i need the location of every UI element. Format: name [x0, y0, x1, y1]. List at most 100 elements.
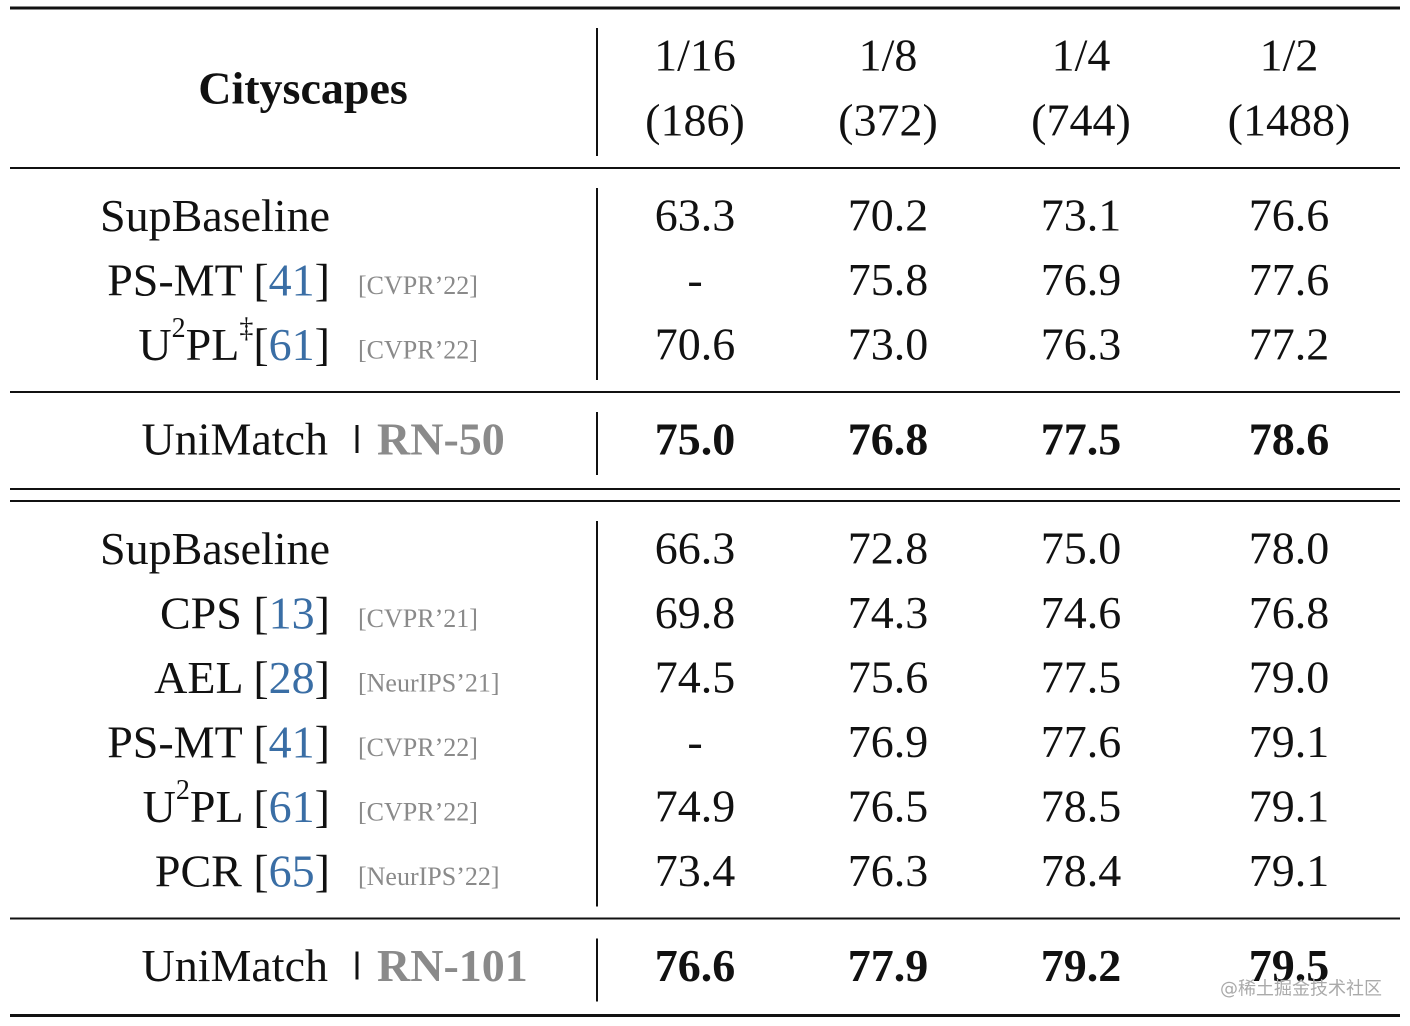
citation-bracket: [ [253, 254, 268, 305]
result-value: 76.6 [655, 940, 736, 991]
citation-bracket: ] [315, 587, 330, 638]
result-value: 77.5 [1041, 414, 1122, 465]
result-value: 75.0 [655, 414, 736, 465]
cell-value: 79.0 [1249, 652, 1330, 703]
result-value: 79.2 [1041, 940, 1122, 991]
name-part: PCR [155, 845, 253, 896]
watermark: @稀土掘金技术社区 [1220, 979, 1382, 1000]
cell-value: 78.0 [1249, 523, 1330, 574]
name-sup: 2 [172, 313, 186, 344]
cell-value: 76.5 [848, 781, 929, 832]
name-part: SupBaseline [100, 523, 330, 574]
cell-value: 75.0 [1041, 523, 1122, 574]
citation-number: 28 [269, 652, 315, 703]
backbone: RN-50 [377, 414, 505, 465]
column-fraction: 1/4 [1052, 30, 1111, 81]
method-name: SupBaseline [100, 523, 330, 574]
cell-value: 63.3 [655, 190, 736, 241]
column-fraction: 1/2 [1260, 30, 1319, 81]
venue: [CVPR’22] [358, 271, 478, 300]
citation-bracket: [ [253, 319, 268, 370]
name-sup: 2 [176, 775, 190, 806]
cell-value: 77.6 [1041, 716, 1122, 767]
result-name: UniMatch [141, 414, 328, 465]
name-part: PL [190, 781, 253, 832]
citation-bracket: ] [315, 716, 330, 767]
venue: [NeurIPS’21] [358, 669, 500, 698]
method-name: SupBaseline [100, 190, 330, 241]
name-part: U [138, 319, 171, 370]
method-name: U2​PL [61] [143, 775, 330, 832]
result-value: 78.6 [1249, 414, 1330, 465]
citation-bracket: [ [253, 587, 268, 638]
cell-value: 77.2 [1249, 319, 1330, 370]
method-name: PS-MT [41] [107, 716, 330, 767]
cell-value: 74.6 [1041, 587, 1122, 638]
cell-value: 70.2 [848, 190, 929, 241]
venue: [NeurIPS’22] [358, 862, 500, 891]
venue: [CVPR’21] [358, 604, 478, 633]
name-part: PS-MT [107, 716, 253, 767]
citation-number: 61 [269, 781, 315, 832]
cell-value: 75.6 [848, 652, 929, 703]
citation-bracket: ] [315, 781, 330, 832]
column-count: (372) [838, 95, 938, 146]
method-name: PS-MT [41] [107, 254, 330, 305]
cell-value: 79.1 [1249, 781, 1330, 832]
cell-value: 75.8 [848, 254, 929, 305]
column-count: (744) [1031, 95, 1131, 146]
cell-value: 74.5 [655, 652, 736, 703]
cell-value: 76.8 [1249, 587, 1330, 638]
cell-value: 78.4 [1041, 845, 1122, 896]
cell-value: 76.6 [1249, 190, 1330, 241]
venue: [CVPR’22] [358, 733, 478, 762]
method-name: PCR [65] [155, 845, 330, 896]
cell-value: 76.9 [1041, 254, 1122, 305]
citation-bracket: ] [315, 845, 330, 896]
result-value: 79.5 [1249, 940, 1330, 991]
citation-number: 13 [269, 587, 315, 638]
method-name: AEL [28] [154, 652, 330, 703]
cell-value: 76.3 [1041, 319, 1122, 370]
venue: [CVPR’22] [358, 798, 478, 827]
citation-bracket: ] [315, 254, 330, 305]
cell-value: 73.4 [655, 845, 736, 896]
result-value: 76.8 [848, 414, 929, 465]
cell-value: 76.9 [848, 716, 929, 767]
name-part: U [143, 781, 176, 832]
cell-value: 77.6 [1249, 254, 1330, 305]
citation-bracket: [ [253, 845, 268, 896]
cell-value: 79.1 [1249, 716, 1330, 767]
result-value: 77.9 [848, 940, 929, 991]
cell-value: 77.5 [1041, 652, 1122, 703]
backbone: RN-101 [377, 940, 528, 991]
cell-value: 79.1 [1249, 845, 1330, 896]
cell-value: 72.8 [848, 523, 929, 574]
method-name: CPS [13] [160, 587, 330, 638]
name-part: PS-MT [107, 254, 253, 305]
citation-number: 41 [269, 716, 315, 767]
name-part: CPS [160, 587, 253, 638]
citation-bracket: [ [253, 781, 268, 832]
cell-value: 78.5 [1041, 781, 1122, 832]
cell-value: - [687, 254, 702, 305]
citation-number: 41 [269, 254, 315, 305]
citation-bracket: [ [253, 652, 268, 703]
citation-number: 65 [269, 845, 315, 896]
citation-bracket: ] [315, 319, 330, 370]
cell-value: 76.3 [848, 845, 929, 896]
venue: [CVPR’22] [358, 336, 478, 365]
name-part: SupBaseline [100, 190, 330, 241]
name-sup: ‡ [239, 313, 253, 344]
name-part: AEL [154, 652, 253, 703]
cell-value: 66.3 [655, 523, 736, 574]
method-name: U2​PL‡​[61] [138, 313, 330, 370]
cell-value: 73.0 [848, 319, 929, 370]
name-part: PL [186, 319, 240, 370]
column-count: (186) [645, 95, 745, 146]
result-name: UniMatch [141, 940, 328, 991]
cell-value: 74.3 [848, 587, 929, 638]
cell-value: 74.9 [655, 781, 736, 832]
column-fraction: 1/16 [654, 30, 736, 81]
